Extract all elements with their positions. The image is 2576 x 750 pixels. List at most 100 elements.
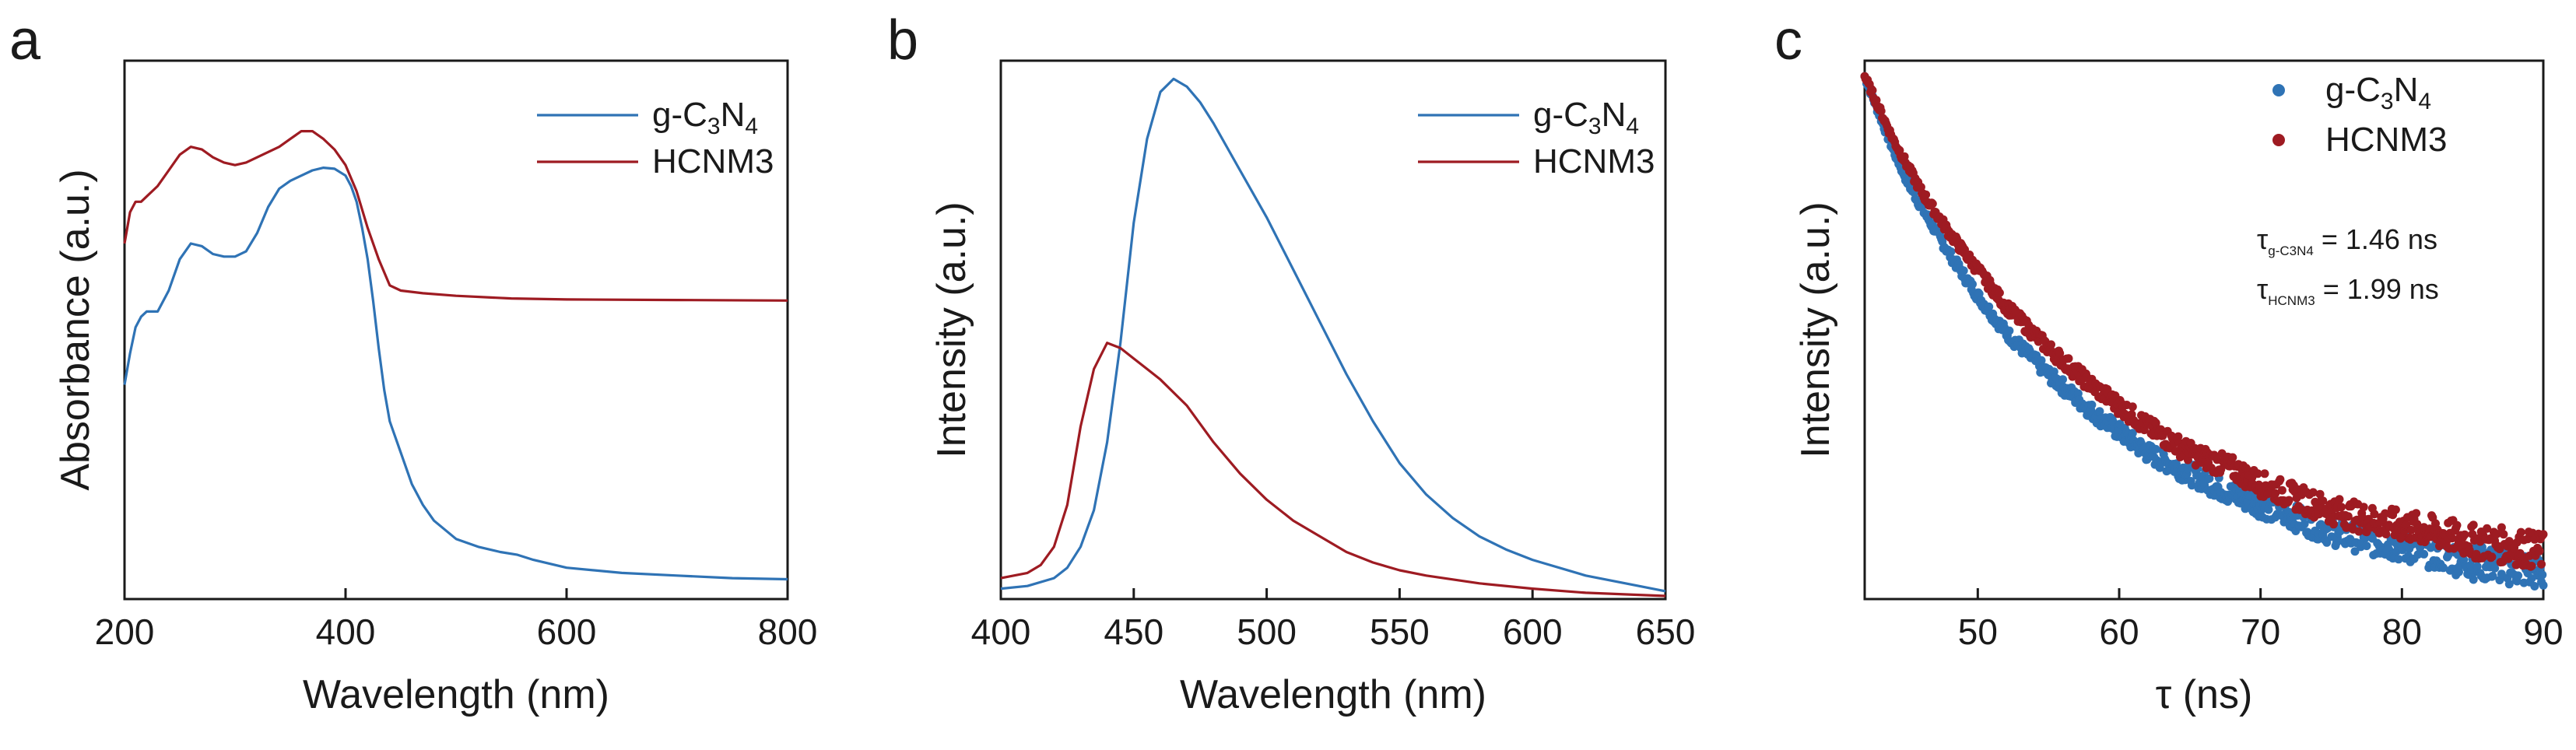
panel-label-a: a xyxy=(9,9,41,72)
scatter-point xyxy=(2284,496,2293,505)
scatter-point xyxy=(2516,527,2525,537)
scatter-point xyxy=(2183,455,2192,464)
series-line-g-c3n4 xyxy=(1000,77,1666,593)
legend-marker-c xyxy=(2272,134,2285,146)
scatter-point xyxy=(2391,505,2400,514)
scatter-point xyxy=(2490,563,2500,573)
scatter-point xyxy=(2037,356,2046,365)
x-tick-label-b: 600 xyxy=(1503,612,1563,652)
x-tick-label-c: 80 xyxy=(2382,612,2422,652)
scatter-point xyxy=(2300,520,2309,528)
scatter-point xyxy=(1916,183,1925,191)
legend-marker-c xyxy=(2272,84,2285,96)
scatter-point xyxy=(2504,580,2514,589)
plot-frame-a xyxy=(123,59,789,601)
scatter-point xyxy=(2537,559,2546,569)
scatter-point xyxy=(2381,530,2391,538)
series-line-g-c3n4 xyxy=(123,166,788,581)
x-tick-label-b: 450 xyxy=(1104,612,1163,652)
scatter-point xyxy=(2535,546,2544,555)
scatter-point xyxy=(2539,580,2548,590)
x-tick-label-b: 650 xyxy=(1636,612,1696,652)
y-axis-title-c: Intensity (a.u.) xyxy=(1793,202,1838,457)
scatter-point xyxy=(2205,474,2214,483)
scatter-point xyxy=(2216,464,2226,474)
scatter-point xyxy=(2469,575,2478,584)
scatter-point xyxy=(2514,571,2523,580)
x-axis-title-b: Wavelength (nm) xyxy=(1180,672,1486,717)
scatter-point xyxy=(2308,488,2318,497)
scatter-point xyxy=(1876,107,1886,116)
scatter-point xyxy=(2128,402,2137,412)
legend-label-b: g-C3N4 xyxy=(1533,96,1639,139)
scatter-point xyxy=(1995,288,2004,297)
scatter-point xyxy=(2362,541,2371,551)
scatter-point xyxy=(2394,555,2403,564)
scatter-point xyxy=(2483,524,2492,533)
scatter-point xyxy=(2253,469,2262,478)
panel-label-b: b xyxy=(887,9,918,72)
tau-annotation: τHCNM3 = 1.99 ns xyxy=(2257,273,2439,308)
scatter-point xyxy=(2271,489,2280,498)
scatter-point xyxy=(2064,354,2073,363)
x-tick-label-c: 70 xyxy=(2241,612,2280,652)
scatter-point xyxy=(2343,512,2353,521)
scatter-point xyxy=(2005,326,2014,335)
y-axis-title-b: Intensity (a.u.) xyxy=(929,202,974,457)
scatter-point xyxy=(2499,530,2508,539)
scatter-point xyxy=(2228,453,2237,462)
x-tick-label-b: 550 xyxy=(1370,612,1430,652)
scatter-point xyxy=(1868,86,1877,95)
scatter-point xyxy=(2523,534,2532,544)
x-axis-title-a: Wavelength (nm) xyxy=(303,672,609,717)
x-tick-label-a: 800 xyxy=(758,612,818,652)
legend-label-a: g-C3N4 xyxy=(652,96,758,139)
scatter-point xyxy=(1921,190,1931,199)
x-tick-label-b: 400 xyxy=(971,612,1031,652)
scatter-point xyxy=(2530,582,2539,591)
scatter-point xyxy=(2329,520,2338,529)
scatter-point xyxy=(1959,266,1968,275)
x-tick-label-a: 400 xyxy=(316,612,376,652)
y-axis-title-a: Absorbance (a.u.) xyxy=(53,169,98,490)
scatter-point xyxy=(2151,444,2160,454)
scatter-point xyxy=(2350,547,2360,556)
plot-frame-c xyxy=(1863,59,2545,601)
scatter-point xyxy=(2276,475,2285,484)
scatter-point xyxy=(1928,199,1937,209)
scatter-point xyxy=(2538,570,2547,580)
x-tick-label-c: 50 xyxy=(1958,612,1998,652)
scatter-point xyxy=(2406,525,2416,534)
scatter-point xyxy=(2492,529,2501,538)
scatter-point xyxy=(2095,407,2104,416)
scatter-point xyxy=(2412,509,2421,518)
scatter-point xyxy=(2277,485,2286,495)
tau-annotation: τg-C3N4 = 1.46 ns xyxy=(2257,223,2437,258)
panel-a: a 200 400 600 800 Wavelength (nm) Absorbance (… xyxy=(9,9,817,717)
scatter-point xyxy=(2337,503,2346,512)
scatter-point xyxy=(2448,534,2457,543)
scatter-point xyxy=(2058,375,2067,384)
scatter-point xyxy=(2527,562,2536,570)
scatter-point xyxy=(2187,481,2196,490)
panel-c: c 50 60 70 80 90 τ (ns) Intensity (a.u.) g-C3N4 H… xyxy=(1774,9,2564,717)
scatter-point xyxy=(2315,489,2325,499)
x-tick-label-b: 500 xyxy=(1237,612,1297,652)
scatter-point xyxy=(1946,247,1956,256)
scatter-point xyxy=(2359,503,2368,512)
scatter-point xyxy=(2439,563,2448,573)
scatter-point xyxy=(2128,429,2137,438)
scatter-point xyxy=(2087,400,2097,409)
x-tick-label-a: 600 xyxy=(537,612,597,652)
scatter-point xyxy=(1974,289,1984,299)
scatter-series-hcnm3 xyxy=(1860,72,2548,571)
legend-label-c: g-C3N4 xyxy=(2325,71,2431,114)
scatter-point xyxy=(2354,527,2364,536)
series-line-hcnm3 xyxy=(123,130,788,302)
legend-label-c: HCNM3 xyxy=(2325,121,2447,159)
scatter-point xyxy=(2539,530,2548,539)
scatter-point xyxy=(2318,496,2328,506)
scatter-point xyxy=(2335,495,2344,504)
scatter-point xyxy=(2488,571,2497,580)
scatter-point xyxy=(1968,279,1977,289)
